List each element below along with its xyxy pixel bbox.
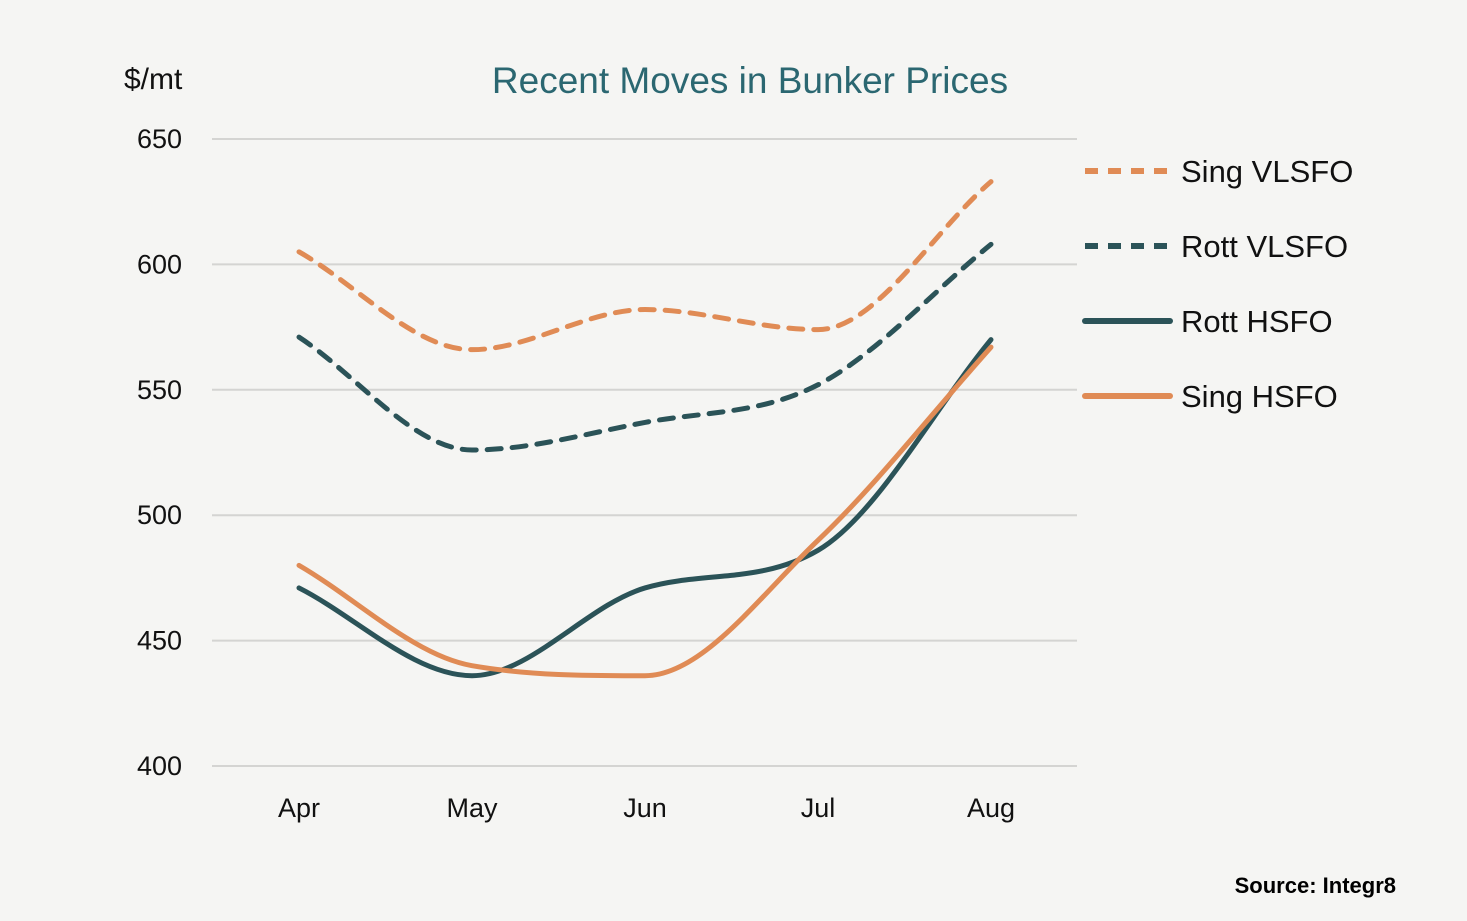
series-line-rott-vlsfo: [296, 241, 994, 453]
series-lines: [296, 179, 994, 679]
y-tick-label: 450: [137, 626, 182, 656]
legend: Sing VLSFO Rott VLSFO Rott HSFO Sing HSFO: [1082, 154, 1353, 414]
chart-title: Recent Moves in Bunker Prices: [492, 60, 1008, 101]
legend-label: Rott HSFO: [1181, 304, 1333, 339]
y-tick-label: 400: [137, 751, 182, 781]
x-tick-label: Jul: [801, 793, 836, 823]
legend-label: Sing VLSFO: [1181, 154, 1353, 189]
y-axis-unit-label: $/mt: [124, 63, 183, 96]
x-tick-label: May: [446, 793, 498, 823]
gridlines: [212, 138, 1077, 767]
x-tick-label: Jun: [623, 793, 667, 823]
y-tick-label: 650: [137, 124, 182, 154]
x-tick-label: Apr: [278, 793, 320, 823]
series-line-sing-hsfo: [296, 344, 994, 679]
source-note: Source: Integr8: [1235, 873, 1396, 898]
y-tick-label: 600: [137, 249, 182, 279]
legend-label: Sing HSFO: [1181, 379, 1338, 414]
series-line-sing-vlsfo: [296, 179, 994, 353]
x-axis-ticks: Apr May Jun Jul Aug: [278, 793, 1015, 823]
series-line-rott-hsfo: [296, 337, 994, 679]
legend-label: Rott VLSFO: [1181, 229, 1348, 264]
y-tick-label: 500: [137, 500, 182, 530]
x-tick-label: Aug: [967, 793, 1015, 823]
y-axis-ticks: 400 450 500 550 600 650: [137, 124, 182, 781]
y-tick-label: 550: [137, 375, 182, 405]
